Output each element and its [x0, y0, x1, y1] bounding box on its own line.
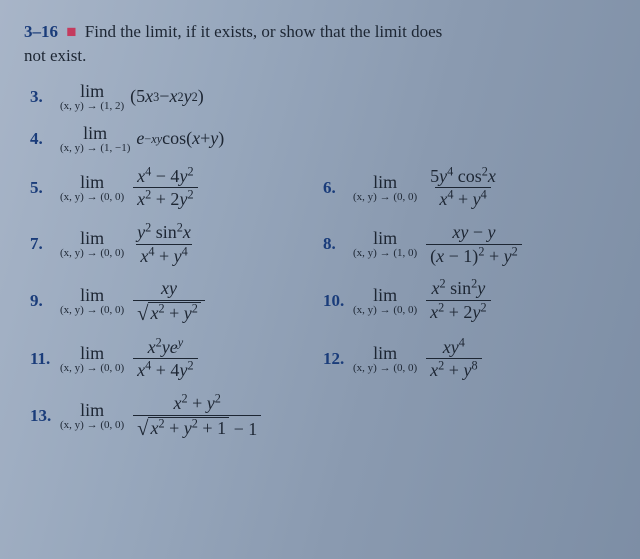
expression: x2 + y2 √x2 + y2 + 1 − 1 [130, 393, 264, 439]
instructions-header: 3–16 ■ Find the limit, if it exists, or … [24, 20, 616, 68]
problem-3: 3. lim (x, y) → (1, 2) (5x3 − x2y2) [30, 82, 204, 112]
problem-number: 6. [323, 178, 353, 198]
problem-number: 12. [323, 349, 353, 369]
problem-4: 4. lim (x, y) → (1, −1) e−xy cos(x + y) [30, 124, 224, 154]
problem-number: 10. [323, 291, 353, 311]
limit-notation: lim (x, y) → (1, 2) [60, 82, 124, 112]
problem-number: 3. [30, 87, 60, 107]
problem-range: 3–16 [24, 22, 58, 41]
limit-notation: lim (x, y) → (0, 0) [60, 344, 124, 374]
problem-number: 11. [30, 349, 60, 369]
instruction-text-a: Find the limit, if it exists, or show th… [85, 22, 442, 41]
problem-13: 13. lim (x, y) → (0, 0) x2 + y2 √x2 + y2… [30, 393, 264, 439]
problem-number: 13. [30, 406, 60, 426]
expression: (5x3 − x2y2) [130, 86, 204, 107]
problem-6: 6. lim (x, y) → (0, 0) 5y4 cos2x x4 + y4 [323, 166, 616, 210]
problem-number: 5. [30, 178, 60, 198]
limit-notation: lim (x, y) → (0, 0) [353, 344, 417, 374]
problem-number: 9. [30, 291, 60, 311]
bullet-icon: ■ [66, 22, 76, 41]
limit-notation: lim (x, y) → (0, 0) [353, 173, 417, 203]
problem-8: 8. lim (x, y) → (1, 0) xy − y (x − 1)2 +… [323, 222, 616, 266]
limit-notation: lim (x, y) → (1, −1) [60, 124, 130, 154]
expression: xy √x2 + y2 [130, 278, 208, 324]
limit-notation: lim (x, y) → (0, 0) [60, 229, 124, 259]
limit-notation: lim (x, y) → (1, 0) [353, 229, 417, 259]
expression: xy4 x2 + y8 [423, 337, 484, 381]
expression: 5y4 cos2x x4 + y4 [423, 166, 503, 210]
problem-number: 4. [30, 129, 60, 149]
limit-notation: lim (x, y) → (0, 0) [60, 401, 124, 431]
expression: x2 sin2y x2 + 2y2 [423, 278, 493, 322]
problem-7: 7. lim (x, y) → (0, 0) y2 sin2x x4 + y4 [30, 222, 323, 266]
problem-list: 3. lim (x, y) → (1, 2) (5x3 − x2y2) 4. l… [24, 82, 616, 440]
problem-number: 8. [323, 234, 353, 254]
expression: e−xy cos(x + y) [136, 128, 224, 149]
expression: xy − y (x − 1)2 + y2 [423, 222, 525, 266]
problem-12: 12. lim (x, y) → (0, 0) xy4 x2 + y8 [323, 337, 616, 381]
problem-10: 10. lim (x, y) → (0, 0) x2 sin2y x2 + 2y… [323, 278, 616, 322]
expression: y2 sin2x x4 + y4 [130, 222, 198, 266]
problem-number: 7. [30, 234, 60, 254]
expression: x2yey x4 + 4y2 [130, 337, 200, 381]
instruction-text-b: not exist. [24, 46, 86, 65]
expression: x4 − 4y2 x2 + 2y2 [130, 166, 200, 210]
limit-notation: lim (x, y) → (0, 0) [353, 286, 417, 316]
limit-notation: lim (x, y) → (0, 0) [60, 286, 124, 316]
problem-5: 5. lim (x, y) → (0, 0) x4 − 4y2 x2 + 2y2 [30, 166, 323, 210]
limit-notation: lim (x, y) → (0, 0) [60, 173, 124, 203]
problem-9: 9. lim (x, y) → (0, 0) xy √x2 + y2 [30, 278, 323, 324]
problem-11: 11. lim (x, y) → (0, 0) x2yey x4 + 4y2 [30, 337, 323, 381]
